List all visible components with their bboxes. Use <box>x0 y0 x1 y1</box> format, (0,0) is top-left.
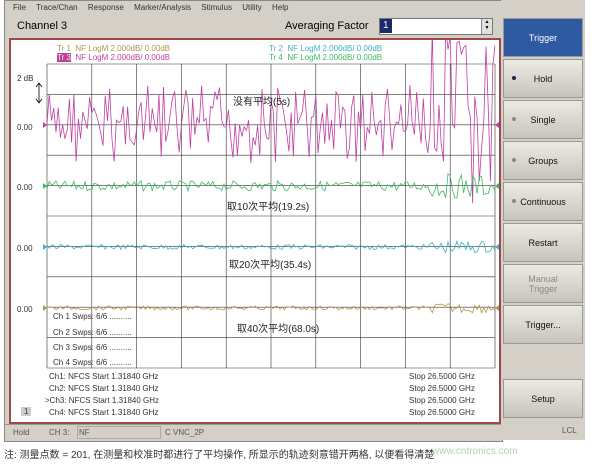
radio-selected-icon <box>512 76 516 80</box>
status-bar: Hold CH 3: NF C VNC_2P <box>5 424 502 441</box>
menu-help[interactable]: Help <box>271 3 289 12</box>
trigger-menu-button[interactable]: Trigger... <box>503 305 583 344</box>
hold-button[interactable]: Hold <box>503 59 583 98</box>
side-panel-top <box>501 0 585 14</box>
window-number[interactable]: 1 <box>21 407 32 416</box>
trigger-header: Trigger <box>503 18 583 57</box>
trace-line-4 <box>46 303 496 314</box>
ref-label-4: 0.00 <box>17 305 33 314</box>
groups-button[interactable]: Groups <box>503 141 583 180</box>
radio-icon <box>512 158 516 162</box>
ref-label-1: 0.00 <box>17 123 33 132</box>
menu-trace-chan[interactable]: Trace/Chan <box>36 3 78 12</box>
channel-toolbar: Channel 3 Averaging Factor 1 ▲ ▼ <box>7 16 497 36</box>
sweep-status-1: Ch 1 Swps: 6/6 .......... <box>53 312 132 321</box>
analyzer-window: File Trace/Chan Response Marker/Analysis… <box>4 0 503 442</box>
trace-legend-4[interactable]: Tr 4 NF LogM 2.000dB/ 0.00dB <box>269 53 383 62</box>
trace-line-2 <box>46 172 496 199</box>
scale-label: 2 dB <box>17 74 34 83</box>
ref-marker-icon <box>43 305 47 311</box>
channel-stop-2: Stop 26.5000 GHz <box>409 384 475 393</box>
setup-button[interactable]: Setup <box>503 379 583 418</box>
status-lcl: LCL <box>562 426 577 435</box>
channel-stop-4: Stop 26.5000 GHz <box>409 408 475 417</box>
channel-start-2: Ch2: NFCS Start 1.31840 GHz <box>49 384 159 393</box>
sweep-status-3: Ch 3 Swps: 6/6 .......... <box>53 343 132 352</box>
ref-marker-icon <box>495 122 499 128</box>
spin-buttons[interactable]: ▲ ▼ <box>481 19 492 34</box>
sweep-status-2: Ch 2 Swps: 6/6 .......... <box>53 328 132 337</box>
trace-legend-3[interactable]: Tr 3 NF LogM 2.000dB/ 0.00dB <box>57 53 171 62</box>
status-channel: CH 3: <box>49 428 70 437</box>
ref-label-2: 0.00 <box>17 183 33 192</box>
manual-trigger-button[interactable]: Manual Trigger <box>503 264 583 303</box>
watermark: www.cntronics.com <box>432 446 518 457</box>
annotation-avg-10: 取10次平均(19.2s) <box>227 202 310 213</box>
menu-stimulus[interactable]: Stimulus <box>201 3 232 12</box>
trace-line-3 <box>46 239 496 254</box>
trigger-side-panel: Trigger Hold Single Groups Continuous Re… <box>501 14 585 440</box>
ref-label-3: 0.00 <box>17 244 33 253</box>
channel-start-4: Ch4: NFCS Start 1.31840 GHz <box>49 408 159 417</box>
caption: 注: 测量点数 = 201, 在测量和校准时都进行了平均操作, 所显示的轨迹刻意… <box>4 450 435 461</box>
plot-area: Tr 1 NF LogM 2.000dB/ 0.00dB Tr 2 NF Log… <box>9 38 501 424</box>
radio-icon <box>512 199 516 203</box>
menu-utility[interactable]: Utility <box>242 3 262 12</box>
averaging-factor-label: Averaging Factor <box>285 20 369 32</box>
status-cal: C VNC_2P <box>165 428 205 437</box>
radio-icon <box>512 117 516 121</box>
restart-button[interactable]: Restart <box>503 223 583 262</box>
menu-response[interactable]: Response <box>87 3 124 12</box>
menu-bar: File Trace/Chan Response Marker/Analysis… <box>5 1 502 15</box>
trace-graph <box>35 40 499 369</box>
channel-start-1: Ch1: NFCS Start 1.31840 GHz <box>49 372 159 381</box>
trace-legend-2[interactable]: Tr 2 NF LogM 2.000dB/ 0.00dB <box>269 44 383 53</box>
averaging-factor-input[interactable]: 1 ▲ ▼ <box>379 18 493 35</box>
annotation-avg-40: 取40次平均(68.0s) <box>237 324 320 335</box>
annotation-no-average: 没有平均(5s) <box>233 97 291 108</box>
ref-marker-icon <box>43 122 47 128</box>
ref-marker-icon <box>495 244 499 250</box>
ref-marker-icon <box>43 183 47 189</box>
channel-stop-3: Stop 26.5000 GHz <box>409 396 475 405</box>
single-button[interactable]: Single <box>503 100 583 139</box>
channel-title: Channel 3 <box>17 20 68 32</box>
channel-stop-1: Stop 26.5000 GHz <box>409 372 475 381</box>
menu-file[interactable]: File <box>13 3 26 12</box>
continuous-button[interactable]: Continuous <box>503 182 583 221</box>
ref-marker-icon <box>495 305 499 311</box>
trace-line-1 <box>46 40 496 204</box>
ref-marker-icon <box>495 183 499 189</box>
annotation-avg-20: 取20次平均(35.4s) <box>229 260 312 271</box>
ref-marker-icon <box>43 244 47 250</box>
sweep-status-4: Ch 4 Swps: 6/6 .......... <box>53 358 132 367</box>
menu-marker-analysis[interactable]: Marker/Analysis <box>134 3 192 12</box>
channel-start-3: >Ch3: NFCS Start 1.31840 GHz <box>45 396 160 405</box>
averaging-factor-value[interactable]: 1 <box>380 19 392 33</box>
trace-legend-1[interactable]: Tr 1 NF LogM 2.000dB/ 0.00dB <box>57 44 171 53</box>
scale-arrow-icon <box>35 82 43 104</box>
status-measurement: NF <box>77 426 161 439</box>
status-mode: Hold <box>13 428 30 437</box>
